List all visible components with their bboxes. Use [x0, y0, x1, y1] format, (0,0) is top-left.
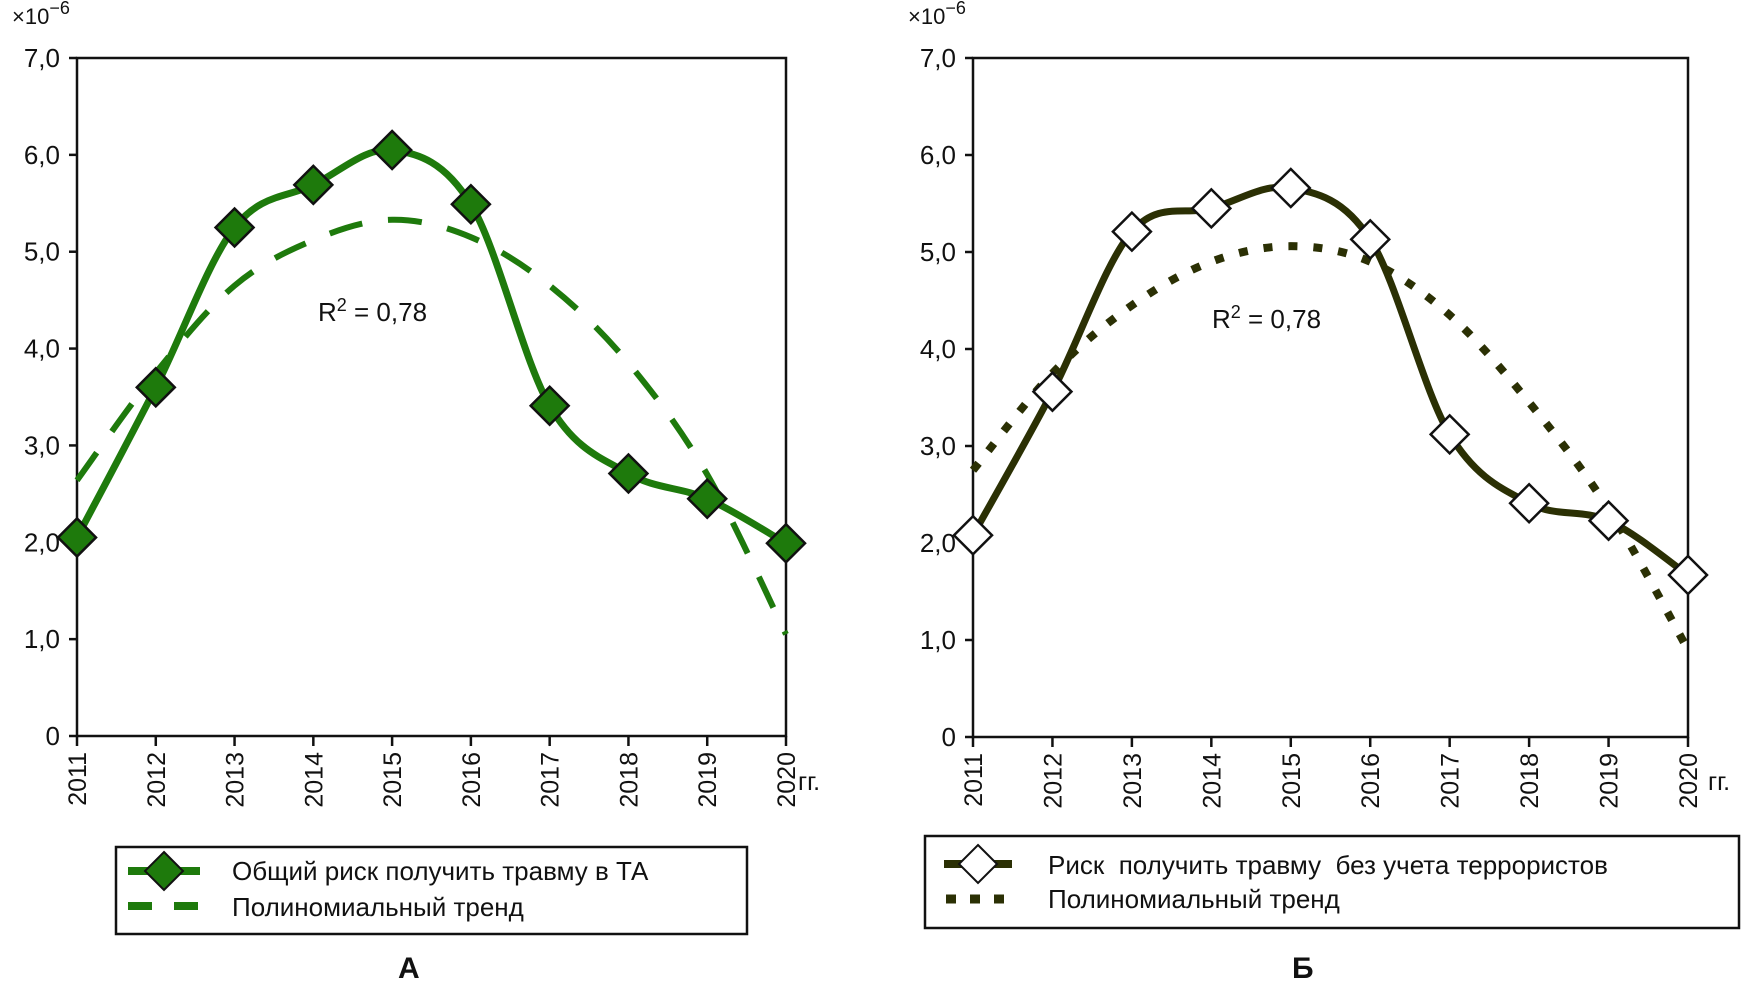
series-line	[969, 183, 1691, 578]
y-tick-label: 4,0	[24, 334, 60, 364]
x-tick-label: 2011	[64, 752, 92, 806]
x-tick-label: 2012	[1039, 753, 1067, 809]
y-tick-label: 7,0	[920, 43, 956, 73]
x-tick-label: 2016	[458, 752, 486, 808]
y-tick-label: 6,0	[920, 140, 956, 170]
data-point-2016	[450, 183, 492, 226]
axes: 0 1,0 2,0 3,0 4,0 5,0 6,0 7,0 2011 2012 2013 2014 20…	[920, 43, 1703, 809]
data-point-2017	[528, 384, 571, 427]
x-tick-label: 2018	[615, 752, 643, 808]
legend-box	[114, 845, 749, 936]
panel-label-b: Б	[1292, 952, 1314, 984]
y-tick-label: 5,0	[920, 237, 956, 267]
data-point-2011	[952, 514, 994, 557]
trend-line	[969, 242, 1692, 652]
x-tick-label: 2012	[143, 752, 171, 808]
x-tick-label: 2017	[537, 752, 565, 808]
legend: Общий риск получить травму в ТА Полиноми…	[114, 845, 749, 936]
y-tick-label: 0	[46, 721, 60, 751]
data-point-2014	[292, 164, 335, 206]
data-point-2016	[1349, 218, 1391, 261]
x-tick-label: 2015	[379, 752, 407, 808]
x-tick-label: 2013	[222, 752, 250, 808]
series-markers	[56, 129, 807, 565]
legend-label-series: Риск получить травму без учета террорист…	[1048, 850, 1608, 880]
y-tick-label: 4,0	[920, 334, 956, 364]
x-tick-label: 2019	[694, 752, 722, 808]
x-tick-label: 2014	[1198, 753, 1226, 809]
y-tick-label: 6,0	[24, 140, 60, 170]
y-tick-label: 1,0	[24, 624, 60, 654]
panel-label-a: А	[398, 952, 420, 984]
y-tick-label: 2,0	[920, 528, 956, 558]
y-multiplier-label: ×10−6	[908, 0, 966, 29]
legend-diamond-icon	[957, 843, 999, 885]
data-point-2011	[56, 516, 98, 559]
data-point-2013	[213, 206, 256, 249]
series-line	[73, 146, 788, 547]
legend-label-trend: Полиномиальный тренд	[232, 892, 524, 922]
legend-label-series: Общий риск получить травму в ТА	[232, 856, 649, 886]
data-point-2012	[1031, 370, 1074, 413]
data-point-2012	[135, 366, 177, 409]
data-point-2018	[1508, 482, 1550, 524]
r-squared-annotation: R2 = 0,78	[1212, 302, 1321, 334]
y-tick-label: 3,0	[24, 430, 60, 460]
x-axis-unit-label: гг.	[1708, 768, 1730, 796]
data-point-2013	[1111, 210, 1153, 253]
x-axis-unit-label: гг.	[798, 768, 820, 796]
series-markers	[952, 167, 1709, 596]
data-point-2019	[1587, 499, 1630, 542]
y-tick-label: 2,0	[24, 527, 60, 557]
data-point-2015	[1270, 167, 1312, 209]
trend-line	[74, 216, 789, 636]
legend-box	[923, 834, 1741, 930]
y-multiplier-label: ×10−6	[12, 0, 70, 29]
y-tick-label: 0	[942, 722, 956, 752]
plot-area-frame	[971, 56, 1690, 739]
x-tick-label: 2016	[1357, 753, 1385, 809]
x-tick-label: 2020	[773, 752, 801, 808]
x-tick-label: 2018	[1516, 753, 1544, 809]
axes: 0 1,0 2,0 3,0 4,0 5,0 6,0 7,0 2011 2012 2013 2014 20…	[24, 43, 801, 808]
x-tick-label: 2014	[300, 752, 328, 808]
x-tick-label: 2011	[960, 753, 988, 807]
chart-panel-b: ×10−6 0 1,0 2,0 3,0 4,0 5,0 6,0 7,0 2011 2012 2013…	[908, 0, 1741, 984]
data-point-2018	[607, 452, 650, 495]
legend-label-trend: Полиномиальный тренд	[1048, 884, 1340, 914]
x-tick-label: 2019	[1596, 753, 1624, 809]
data-point-2017	[1428, 413, 1471, 456]
legend: Риск получить травму без учета террорист…	[923, 834, 1741, 930]
x-tick-label: 2017	[1437, 753, 1465, 809]
data-point-2014	[1190, 187, 1233, 230]
data-point-2020	[1667, 554, 1709, 596]
plot-area-frame	[75, 56, 788, 738]
series-line-path	[73, 146, 788, 547]
trend-line-path	[74, 216, 789, 636]
data-point-2019	[686, 477, 728, 520]
r-squared-annotation: R2 = 0,78	[318, 295, 427, 327]
trend-line-path	[969, 242, 1692, 652]
y-tick-label: 3,0	[920, 431, 956, 461]
x-tick-label: 2013	[1119, 753, 1147, 809]
y-tick-label: 7,0	[24, 43, 60, 73]
chart-panel-a: ×10−6 0 1,0 2,0 3,0 4,0 5,0 6,0 7,0 2011 2012 2013…	[12, 0, 820, 984]
data-point-2015	[371, 129, 413, 171]
legend-diamond-icon	[143, 850, 185, 892]
y-tick-label: 1,0	[920, 625, 956, 655]
x-tick-label: 2020	[1675, 753, 1703, 809]
x-tick-label: 2015	[1278, 753, 1306, 809]
y-tick-label: 5,0	[24, 237, 60, 267]
data-point-2020	[765, 522, 807, 565]
series-line-path	[969, 183, 1691, 578]
